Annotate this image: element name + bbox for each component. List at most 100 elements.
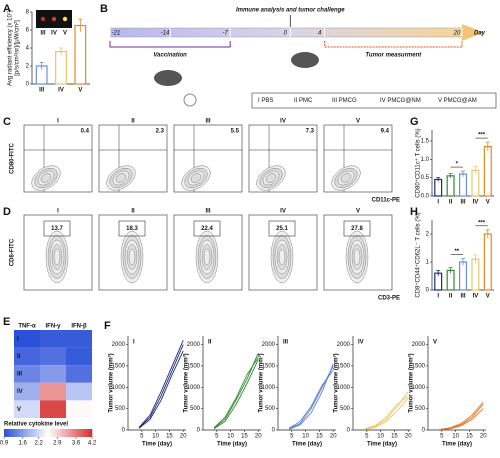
tumor-curve bbox=[363, 397, 409, 431]
y-tick-label: 500 bbox=[190, 406, 201, 412]
colorbar-step bbox=[54, 429, 58, 437]
y-tick-label: 0 bbox=[272, 428, 276, 434]
colorbar-step bbox=[63, 429, 66, 437]
inset-label: III bbox=[40, 31, 45, 37]
timeline-day: -7 bbox=[223, 31, 229, 37]
y-tick-label: 0 bbox=[122, 428, 126, 434]
error-bar bbox=[473, 254, 478, 264]
group-legend-entry: III PMCG bbox=[332, 98, 357, 104]
group-legend-entry: I PBS bbox=[258, 98, 273, 104]
flow-contour bbox=[203, 248, 211, 266]
error-bar bbox=[436, 270, 441, 276]
bar bbox=[446, 269, 455, 291]
x-axis-label: Time (day) bbox=[292, 442, 322, 448]
flow-title: V bbox=[356, 119, 360, 125]
flow-title: I bbox=[57, 119, 59, 125]
y-tick-label: 1500 bbox=[337, 363, 351, 369]
x-tick-label: V bbox=[78, 88, 82, 94]
panel-label: A bbox=[3, 3, 11, 15]
colorbar-step bbox=[85, 429, 88, 437]
flow-title: V bbox=[356, 209, 360, 215]
x-tick-label: 10 bbox=[302, 434, 309, 440]
tumor-curve bbox=[138, 340, 184, 428]
y-tick-label: 2 bbox=[26, 64, 30, 70]
bar bbox=[471, 169, 480, 197]
x-axis-label: Time (day) bbox=[142, 442, 172, 448]
vaccination-bracket bbox=[109, 41, 231, 48]
y-axis-label: CD8⁺CD44⁺CD62L⁻ T cells (%) bbox=[415, 212, 422, 297]
colorbar-step bbox=[21, 429, 25, 437]
bar bbox=[483, 233, 492, 291]
significance-label: *** bbox=[478, 133, 486, 139]
heat-cell bbox=[66, 347, 92, 366]
y-tick-label: 6 bbox=[26, 28, 30, 34]
group-legend-entry: II PMC bbox=[294, 98, 313, 104]
timeline-arrow bbox=[462, 24, 484, 41]
x-tick-label: IV bbox=[473, 294, 479, 300]
x-tick-label: 5 bbox=[440, 434, 444, 440]
flow-value: 27.8 bbox=[351, 226, 363, 232]
flow-contour bbox=[40, 173, 52, 183]
y-tick-label: 1000 bbox=[112, 385, 126, 391]
y-tick-label: 0 bbox=[422, 428, 426, 434]
timeline-title: Immune analysis and tumor challenge bbox=[236, 8, 345, 14]
heat-row-label: III bbox=[17, 372, 22, 378]
x-tick-label: III bbox=[460, 294, 465, 300]
x-tick-label: 20 bbox=[330, 434, 337, 440]
panel-label: C bbox=[3, 116, 11, 128]
tumor-curve bbox=[288, 365, 334, 430]
colorbar-step bbox=[37, 429, 40, 437]
tumor-curve bbox=[439, 408, 484, 431]
x-tick-label: 15 bbox=[391, 434, 398, 440]
x-tick-label: III bbox=[39, 88, 44, 94]
panel-label: H bbox=[410, 206, 418, 218]
flow-value: 9.4 bbox=[381, 129, 390, 135]
colorbar-step bbox=[8, 429, 11, 437]
bar bbox=[471, 258, 480, 291]
colorbar-step bbox=[30, 429, 33, 437]
flow-value: 22.4 bbox=[201, 226, 213, 232]
colorbar-step bbox=[67, 429, 71, 437]
y-tick-label: 4 bbox=[26, 46, 30, 52]
colorbar-step bbox=[10, 429, 14, 437]
timeline-day: 20 bbox=[453, 31, 461, 37]
y-tick-label: 0 bbox=[347, 428, 351, 434]
y-tick-label: 1500 bbox=[187, 363, 201, 369]
flow-contour bbox=[128, 248, 136, 266]
panel-label: D bbox=[3, 206, 11, 218]
tumor-curve bbox=[288, 363, 334, 430]
heat-cell bbox=[14, 382, 40, 401]
heat-cell bbox=[66, 382, 92, 401]
significance-label: ** bbox=[454, 249, 459, 255]
error-bar bbox=[78, 18, 83, 32]
measure-bracket bbox=[324, 41, 463, 48]
error-bar bbox=[448, 173, 453, 179]
tumor-curve bbox=[213, 352, 259, 429]
bar bbox=[458, 173, 468, 197]
y-tick-label: 1500 bbox=[112, 363, 126, 369]
y-tick-label: 0 bbox=[26, 82, 30, 88]
y-tick-label: 1000 bbox=[262, 385, 276, 391]
colorbar-step bbox=[78, 429, 82, 437]
x-tick-label: 20 bbox=[480, 434, 487, 440]
flow-value: 18.3 bbox=[126, 226, 138, 232]
heat-column-label: IFN-γ bbox=[46, 324, 62, 330]
colorbar-tick-label: 4.2 bbox=[88, 441, 97, 447]
flow-ylabel: CD80-FITC bbox=[10, 143, 16, 174]
flow-contour bbox=[115, 173, 127, 183]
colorbar-step bbox=[59, 429, 62, 437]
x-tick-label: II bbox=[449, 294, 453, 300]
y-tick-label: 500 bbox=[265, 406, 276, 412]
flow-value: 0.4 bbox=[81, 129, 90, 135]
panel-title: V bbox=[433, 340, 437, 346]
flow-contour bbox=[53, 248, 61, 266]
mouse-icon bbox=[154, 70, 182, 86]
colorbar-step bbox=[70, 429, 73, 437]
error-bar bbox=[461, 258, 465, 266]
heat-row-label: V bbox=[17, 407, 21, 413]
colorbar-step bbox=[52, 429, 55, 437]
inset-label: IV bbox=[51, 31, 57, 37]
flow-gate bbox=[343, 220, 371, 237]
bar bbox=[55, 50, 67, 85]
x-tick-label: V bbox=[486, 200, 490, 206]
